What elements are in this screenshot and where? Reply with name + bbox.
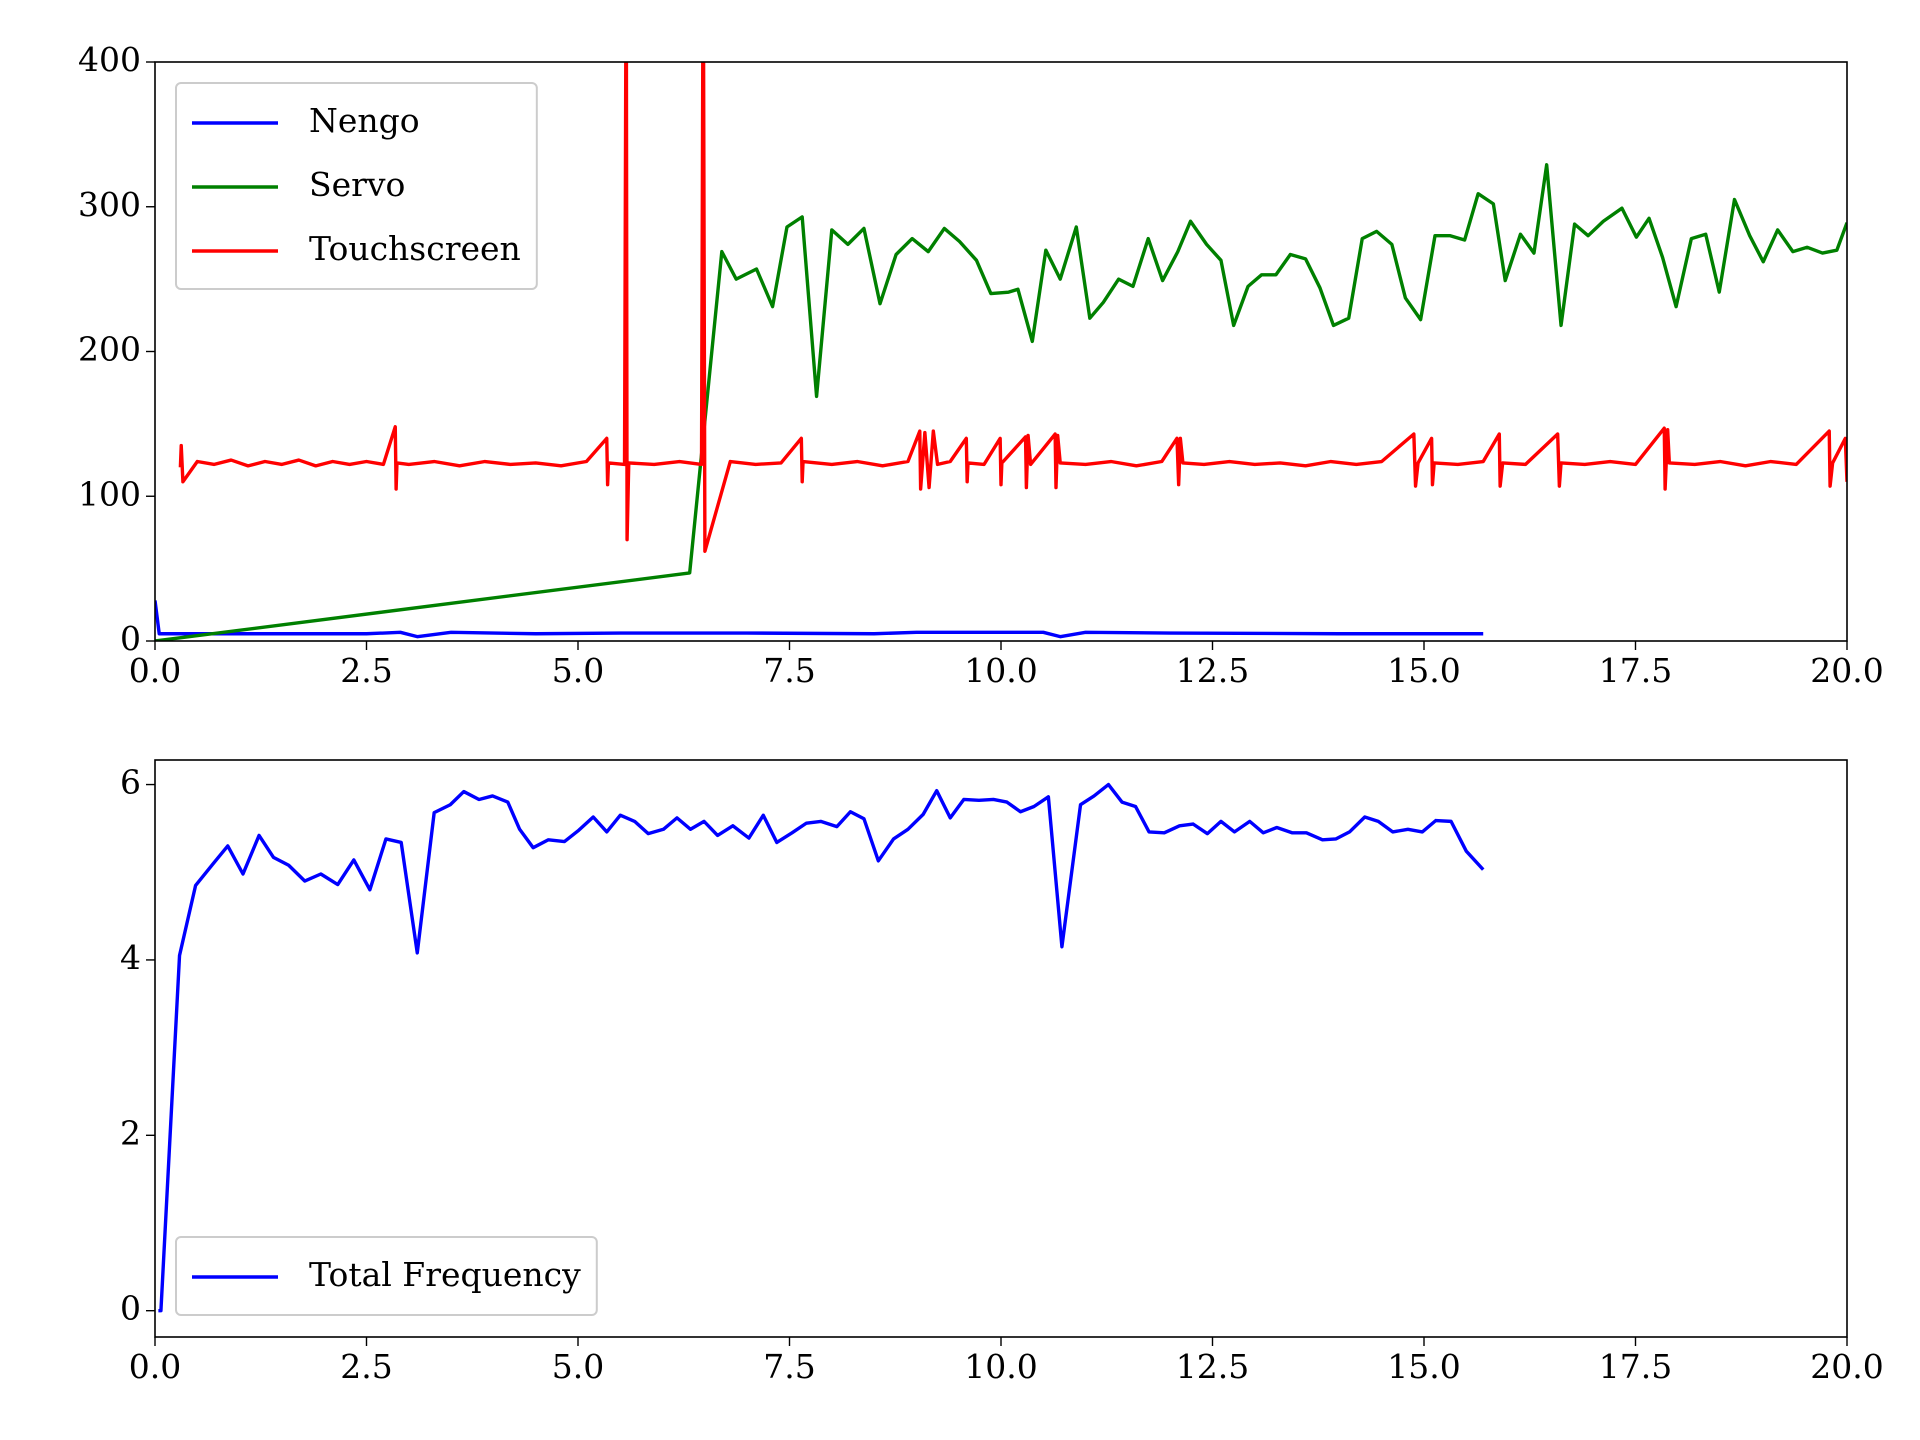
legend-label: Nengo bbox=[309, 101, 420, 140]
legend-frame bbox=[175, 82, 538, 290]
legend: Total Frequency bbox=[175, 1236, 598, 1316]
legend: Nengo Servo Touchscreen bbox=[175, 82, 538, 290]
x-tick-label: 17.5 bbox=[1599, 651, 1672, 690]
y-tick-label: 6 bbox=[120, 763, 141, 802]
x-tick-label: 0.0 bbox=[129, 1347, 181, 1386]
y-tick-label: 0 bbox=[120, 619, 141, 658]
series-line bbox=[155, 600, 1484, 639]
x-tick-label: 20.0 bbox=[1810, 1347, 1883, 1386]
x-tick-label: 2.5 bbox=[340, 651, 392, 690]
series-line bbox=[178, 62, 1847, 553]
series-line bbox=[155, 163, 1847, 641]
y-tick-label: 100 bbox=[78, 474, 141, 513]
x-tick-label: 5.0 bbox=[552, 651, 604, 690]
x-tick-label: 10.0 bbox=[964, 651, 1037, 690]
x-tick-label: 12.5 bbox=[1176, 651, 1249, 690]
x-tick-label: 12.5 bbox=[1176, 1347, 1249, 1386]
legend-label: Servo bbox=[309, 165, 405, 204]
y-tick-label: 0 bbox=[120, 1289, 141, 1328]
x-tick-label: 7.5 bbox=[763, 1347, 815, 1386]
x-tick-label: 15.0 bbox=[1387, 651, 1460, 690]
y-tick-label: 300 bbox=[78, 185, 141, 224]
y-tick-label: 2 bbox=[120, 1113, 141, 1152]
x-tick-label: 17.5 bbox=[1599, 1347, 1672, 1386]
y-tick-label: 400 bbox=[78, 40, 141, 79]
x-tick-label: 20.0 bbox=[1810, 651, 1883, 690]
x-tick-label: 0.0 bbox=[129, 651, 181, 690]
legend-label: Total Frequency bbox=[309, 1255, 581, 1294]
legend-frame bbox=[175, 1236, 598, 1316]
x-tick-label: 7.5 bbox=[763, 651, 815, 690]
legend-label: Touchscreen bbox=[309, 229, 521, 268]
subplot: 0.0 2.5 5.0 7.5 10.0 12.5 15.0 17.5 20.0 0 2 4 6 Tota… bbox=[120, 759, 1884, 1386]
x-tick-label: 2.5 bbox=[340, 1347, 392, 1386]
y-tick-label: 200 bbox=[78, 330, 141, 369]
y-tick-label: 4 bbox=[120, 938, 141, 977]
x-tick-label: 15.0 bbox=[1387, 1347, 1460, 1386]
subplot: 0.0 2.5 5.0 7.5 10.0 12.5 15.0 17.5 20.0 0 100 200 3… bbox=[78, 40, 1884, 690]
x-tick-label: 5.0 bbox=[552, 1347, 604, 1386]
x-tick-label: 10.0 bbox=[964, 1347, 1037, 1386]
series-line bbox=[158, 782, 1485, 1313]
